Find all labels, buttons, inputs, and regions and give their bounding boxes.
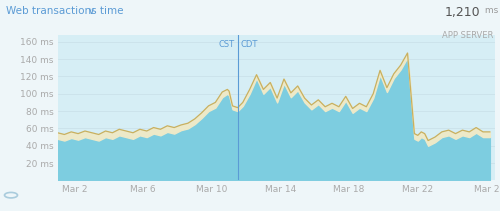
- Text: CST: CST: [218, 40, 234, 49]
- Text: APP SERVER: APP SERVER: [442, 31, 494, 40]
- Text: ∨: ∨: [88, 6, 94, 16]
- Text: CDT: CDT: [240, 40, 258, 49]
- Text: ms: ms: [482, 6, 499, 15]
- Text: 1,210: 1,210: [444, 6, 480, 19]
- Text: Web transactions time: Web transactions time: [6, 6, 124, 16]
